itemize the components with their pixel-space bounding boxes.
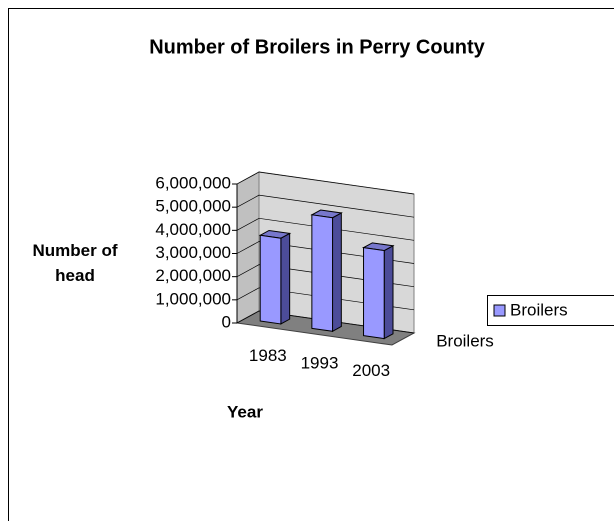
y-tick-label: 5,000,000 [155, 197, 231, 216]
y-tick-label: 2,000,000 [155, 266, 231, 285]
grid-line [236, 241, 415, 264]
grid-line [236, 264, 415, 288]
x-tick-label: 1983 [249, 346, 287, 365]
bar [311, 214, 334, 332]
y-tick-label: 3,000,000 [155, 243, 231, 262]
bar-side [280, 232, 291, 325]
grid-line [236, 194, 415, 218]
legend-swatch [493, 304, 506, 317]
y-tick-label: 0 [222, 312, 231, 331]
chart-title: Number of Broilers in Perry County [149, 36, 485, 58]
y-axis-label: Number of head [32, 241, 118, 285]
legend [487, 295, 614, 326]
y-tick-label: 1,000,000 [155, 289, 231, 308]
x-tick-label: 1993 [301, 353, 339, 372]
y-tick-label: 6,000,000 [155, 173, 231, 192]
grid-line [236, 171, 415, 195]
bar [363, 247, 385, 340]
x-axis-label: Year [227, 402, 263, 421]
x-tick-label: 2003 [352, 361, 390, 380]
bar-side [332, 212, 342, 333]
bar [259, 234, 282, 325]
legend-label: Broilers [510, 300, 568, 319]
grid-line [236, 310, 415, 334]
grid-line [236, 217, 415, 241]
depth-axis-label: Broilers [436, 331, 494, 350]
y-tick-label: 4,000,000 [155, 220, 231, 239]
grid-line [236, 287, 415, 311]
bar-side [383, 244, 394, 340]
